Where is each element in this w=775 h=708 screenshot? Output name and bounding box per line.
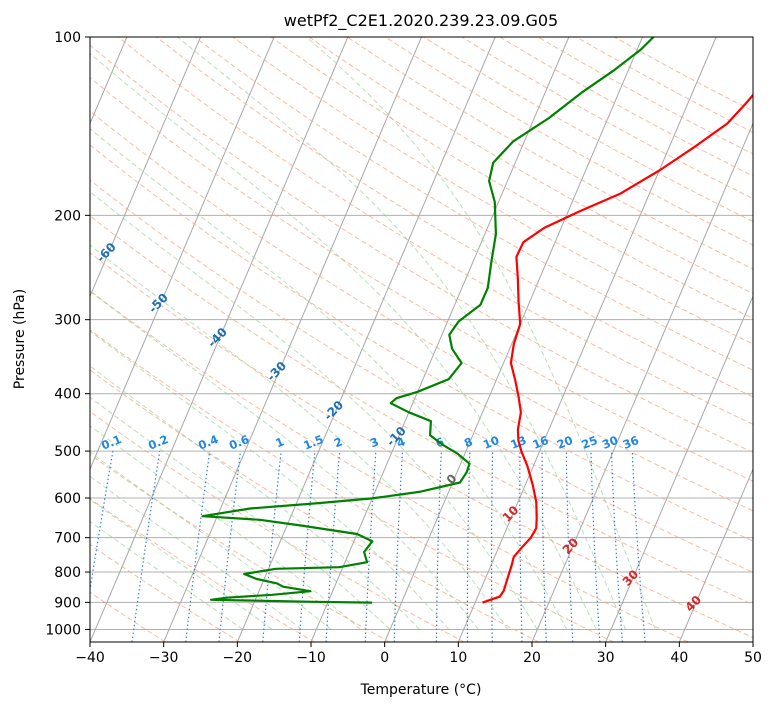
y-tick-label: 700 xyxy=(54,531,81,547)
dry-adiabat-line xyxy=(90,215,753,606)
mixing-ratio-label: 36 xyxy=(621,433,641,452)
isotherm-line xyxy=(90,37,275,471)
isotherm-line xyxy=(384,37,643,642)
y-tick-label: 500 xyxy=(54,444,81,460)
dry-adiabat-line xyxy=(90,591,166,642)
isotherm-line xyxy=(457,37,717,642)
y-tick-label: 300 xyxy=(54,313,81,329)
x-tick-label: −10 xyxy=(296,650,326,666)
chart-title: wetPf2_C2E1.2020.239.23.09.G05 xyxy=(284,11,558,31)
dry-adiabat-line xyxy=(270,37,753,320)
x-axis-label: Temperature (°C) xyxy=(360,682,482,698)
x-tick-label: 30 xyxy=(597,650,615,666)
dry-adiabat-line xyxy=(232,37,753,345)
y-tick-label: 1000 xyxy=(45,622,81,638)
x-tick-label: −40 xyxy=(75,650,105,666)
mixing-ratio-line xyxy=(218,451,242,642)
mixing-ratio-label: 25 xyxy=(579,433,599,452)
moist-adiabat-line xyxy=(90,244,509,630)
moist-adiabat-line xyxy=(90,52,597,630)
moist-adiabat-line xyxy=(90,191,538,630)
x-tick-label: 10 xyxy=(449,650,467,666)
moist-adiabat-line xyxy=(90,520,243,630)
plot-frame xyxy=(89,36,754,643)
background-lines xyxy=(90,37,753,642)
moist-adiabat-line xyxy=(90,451,332,630)
dry-adiabat-line xyxy=(90,252,753,639)
isotherm-line xyxy=(605,295,753,642)
dry-adiabat-line xyxy=(90,369,540,642)
x-axis: −40 −30 −20 −10 0 10 20 30 40 50 xyxy=(75,642,762,666)
isotherm-line xyxy=(531,122,753,642)
mixing-ratio-label: 20 xyxy=(555,433,575,452)
profile-series xyxy=(201,37,753,604)
y-tick-label: 100 xyxy=(54,30,81,46)
y-tick-label: 600 xyxy=(54,491,81,507)
dry-adiabat-line xyxy=(90,110,753,512)
isotherm-line xyxy=(90,37,201,298)
mixing-ratio-label: 30 xyxy=(600,433,620,452)
x-tick-label: −20 xyxy=(223,650,253,666)
x-tick-label: 50 xyxy=(744,650,762,666)
y-tick-label: 400 xyxy=(54,387,81,403)
y-axis: 100 200 300 400 500 600 700 800 900 1000 xyxy=(45,30,90,638)
x-tick-label: 0 xyxy=(380,650,389,666)
y-tick-label: 800 xyxy=(54,565,81,581)
y-tick-label: 200 xyxy=(54,208,81,224)
x-tick-label: 40 xyxy=(670,650,688,666)
mixing-ratio-line xyxy=(631,451,646,642)
mixing-ratio-line xyxy=(90,450,114,594)
mixing-ratio-line xyxy=(131,451,161,642)
isotherm-line xyxy=(163,37,422,642)
isotherm-line xyxy=(678,467,753,642)
moist-adiabat-line xyxy=(90,330,450,630)
dry-adiabat-line xyxy=(194,37,753,371)
y-axis-label: Pressure (hPa) xyxy=(12,289,28,389)
y-tick-label: 900 xyxy=(54,595,81,611)
dry-adiabat-line xyxy=(90,410,465,642)
mixing-ratio-label: 16 xyxy=(531,433,551,452)
mixing-ratio-line xyxy=(298,451,316,642)
mixing-ratio-line xyxy=(262,451,282,642)
dry-adiabat-line xyxy=(90,453,390,642)
moist-adiabat-line xyxy=(90,128,568,630)
moist-adiabat-line xyxy=(306,37,656,630)
temperature-line xyxy=(482,93,753,604)
isotherm-line xyxy=(90,37,349,642)
mixing-ratio-line xyxy=(185,451,211,642)
x-tick-label: −30 xyxy=(149,650,179,666)
dry-adiabat-line xyxy=(156,37,753,398)
mixing-ratio-label: 10 xyxy=(481,433,501,452)
dry-adiabat-line xyxy=(90,179,753,573)
x-tick-label: 20 xyxy=(523,650,541,666)
dry-adiabat-line xyxy=(90,144,753,542)
dry-adiabat-line xyxy=(90,77,753,482)
dewpoint-line xyxy=(201,37,655,604)
dry-adiabat-line xyxy=(90,290,689,642)
isotherm-line xyxy=(310,37,570,642)
moist-adiabat-line xyxy=(90,425,361,630)
moist-adiabat-line xyxy=(177,37,627,630)
moist-adiabat-line xyxy=(90,365,420,630)
isotherm-line xyxy=(236,37,496,642)
